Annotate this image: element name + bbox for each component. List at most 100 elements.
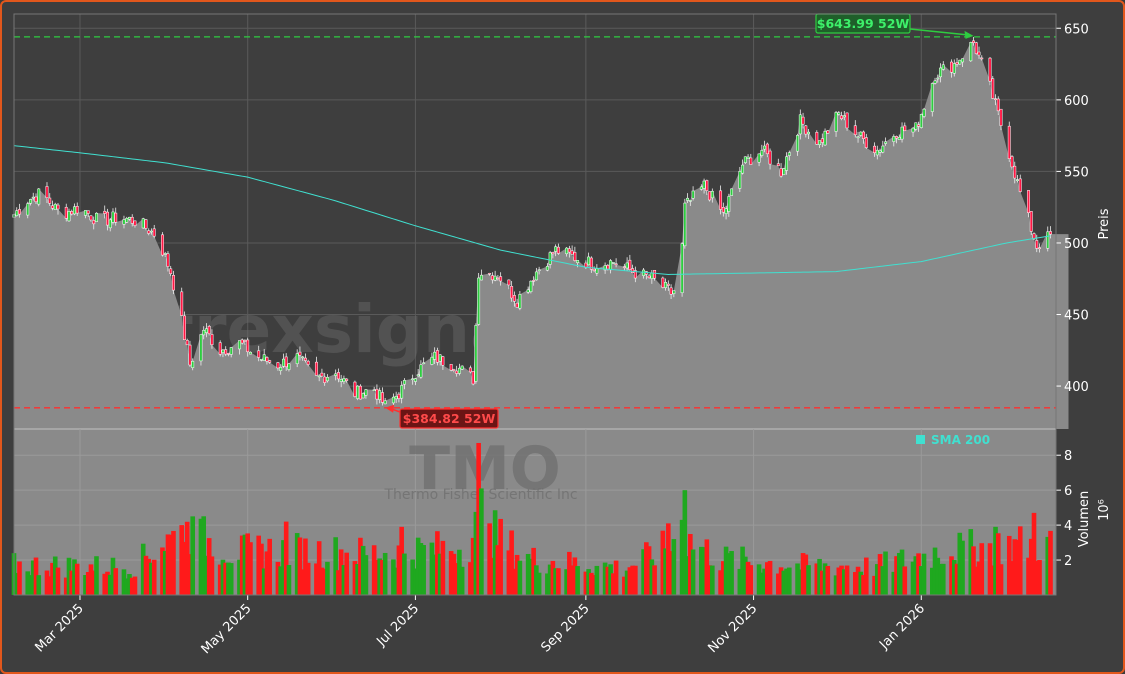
candle-body (518, 294, 522, 309)
volume-bar (468, 562, 473, 595)
candle-body (416, 374, 420, 377)
candle-body (147, 230, 151, 234)
volume-bar (440, 540, 446, 595)
candle-body (856, 136, 860, 139)
volume-bar (916, 553, 921, 595)
candle-body (474, 325, 478, 382)
volume-bar (613, 560, 619, 595)
volume-bar (973, 566, 979, 595)
candle-body (262, 354, 266, 361)
volume-bar (688, 534, 693, 595)
candle-body (295, 353, 299, 365)
candle-body (468, 367, 472, 373)
volume-bar (242, 534, 248, 595)
volume-bar (457, 549, 462, 595)
candle-body (29, 199, 32, 204)
candle-body (796, 135, 800, 152)
candle-body (361, 393, 365, 399)
candle-body (356, 385, 360, 399)
volume-bar (987, 543, 993, 595)
volume-bar (877, 554, 883, 595)
volume-bar (624, 570, 630, 595)
candle-body (364, 389, 368, 396)
volume-bar (294, 533, 300, 595)
volume-bar (201, 516, 207, 595)
volume-bar (325, 561, 330, 595)
volume-bar (421, 545, 426, 595)
candle-body (133, 220, 137, 226)
candle-body (246, 339, 250, 353)
date-x-axis: Mar 2025 May 2025 Jul 2025 Sep 2025 Nov 2025… (33, 595, 928, 657)
volume-bar (256, 535, 261, 595)
candle-body (67, 211, 71, 222)
volume-bar (894, 556, 899, 595)
volume-bar (553, 568, 558, 595)
volume-bar (671, 539, 677, 595)
candle-body (534, 271, 538, 281)
volume-bar (745, 561, 751, 595)
candle-body (276, 362, 280, 369)
volume-bar (91, 570, 97, 595)
volume-bar (883, 551, 888, 595)
volume-bar (506, 550, 512, 595)
candle-body (1016, 179, 1019, 181)
candle-body (603, 265, 607, 271)
candle-body (782, 168, 786, 175)
candle-body (438, 354, 442, 362)
volume-bar (1026, 557, 1031, 595)
candle-body (760, 150, 764, 156)
candle-body (837, 112, 841, 115)
candle-body (460, 365, 464, 370)
high-annotation-arrow (909, 28, 968, 36)
candle-body (257, 350, 261, 358)
volume-bar (160, 547, 165, 595)
candle-body (611, 262, 615, 264)
volume-bar (143, 555, 149, 595)
candle-body (683, 202, 687, 247)
price-y-axis: 400 450 500 550 600 650 (1056, 22, 1089, 395)
volume-bar (371, 545, 377, 595)
candle-body (900, 126, 904, 140)
candle-body (207, 325, 211, 335)
candle-body (323, 376, 327, 383)
volume-bar (748, 565, 754, 595)
candle-body (1032, 233, 1036, 240)
candle-body (26, 203, 30, 216)
candle-body (746, 156, 750, 159)
candle-body (37, 188, 41, 205)
candle-body (787, 152, 791, 156)
volume-bar (30, 560, 36, 595)
volume-bar (316, 541, 322, 595)
candle-body (130, 216, 134, 224)
candle-body (353, 381, 357, 397)
candle-body (268, 360, 272, 363)
volume-bar (1009, 561, 1015, 595)
volume-bar (338, 549, 344, 595)
candle-body (589, 257, 593, 270)
candle-body (150, 230, 153, 233)
candle-body (972, 40, 975, 43)
candle-body (490, 275, 494, 281)
candle-body (749, 157, 753, 165)
volume-bar (863, 557, 869, 595)
volume-bar (820, 570, 825, 595)
candle-body (202, 329, 206, 336)
volume-bar (534, 565, 539, 595)
candle-body (1035, 240, 1039, 249)
candle-body (686, 197, 690, 201)
candle-body (103, 210, 107, 214)
volume-bar (701, 547, 707, 595)
volume-bar (995, 533, 1001, 595)
volume-bar (721, 561, 726, 595)
price-area (14, 42, 1069, 430)
candle-body (955, 62, 959, 65)
volume-bar (649, 559, 655, 595)
volume-bar (825, 565, 831, 595)
volume-bar (151, 559, 157, 595)
volume-bar (55, 567, 61, 595)
volume-bar (495, 545, 501, 595)
candle-body (161, 234, 164, 256)
volume-tick-label: 2 (1064, 554, 1072, 569)
volume-bar (814, 563, 820, 595)
volume-bar (633, 565, 638, 595)
